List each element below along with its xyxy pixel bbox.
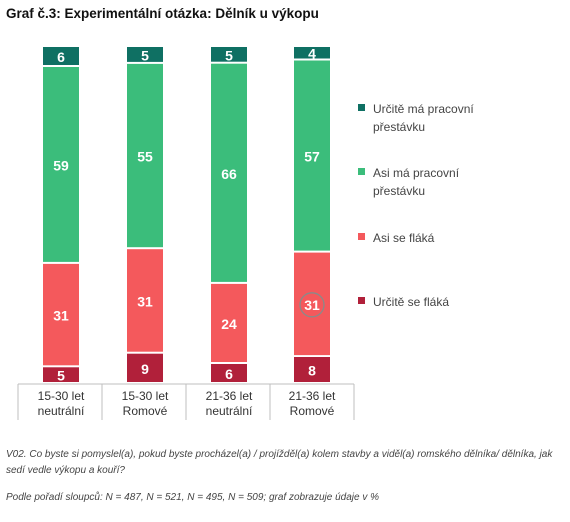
footnote-question: V02. Co byste si pomyslel(a), pokud byst… <box>6 449 553 476</box>
data-label: 9 <box>141 361 149 377</box>
bar-segment <box>127 47 163 62</box>
data-label: 57 <box>304 149 320 165</box>
data-label: 55 <box>137 149 153 165</box>
bar-segment <box>43 47 79 65</box>
legend-label: Asi se fláká <box>373 231 435 245</box>
category-label: neutrální <box>38 404 85 418</box>
data-label: 6 <box>57 49 65 65</box>
bar-segment <box>43 263 79 366</box>
legend-swatch <box>358 297 365 304</box>
data-label: 5 <box>141 47 149 63</box>
category-label: Romové <box>123 404 168 418</box>
bar-segment <box>211 47 247 62</box>
legend-label: Určitě má pracovní přestávku <box>373 102 474 134</box>
legend-swatch <box>358 233 365 240</box>
data-label: 4 <box>308 46 316 62</box>
data-label: 6 <box>225 366 233 382</box>
data-label: 31 <box>53 308 69 324</box>
category-label: neutrální <box>206 404 253 418</box>
legend-swatch <box>358 104 365 111</box>
bar-segment <box>211 364 247 382</box>
bar-segment <box>43 67 79 262</box>
bar-segment <box>294 357 330 382</box>
bar-segment <box>127 353 163 382</box>
bar-segment <box>127 249 163 352</box>
highlight-circle <box>299 292 325 318</box>
data-label: 5 <box>57 368 65 384</box>
legend-label: Asi má pracovní přestávku <box>373 166 460 198</box>
data-label: 5 <box>225 47 233 63</box>
category-label: 21-36 let <box>289 389 336 403</box>
bar-segment <box>294 60 330 251</box>
data-label: 31 <box>304 297 320 313</box>
bar-segment <box>211 63 247 282</box>
bar-segment <box>294 47 330 59</box>
legend-swatch <box>358 168 365 175</box>
footnote-sample-size: Podle pořadí sloupců: N = 487, N = 521, … <box>6 492 380 503</box>
category-label: 15-30 let <box>122 389 169 403</box>
data-label: 8 <box>308 363 316 379</box>
data-label: 24 <box>221 316 237 332</box>
bar-segment <box>43 367 79 382</box>
bar-segment <box>127 63 163 248</box>
chart-title: Graf č.3: Experimentální otázka: Dělník … <box>6 6 319 21</box>
data-label: 66 <box>221 166 237 182</box>
legend-label: Určitě se fláká <box>373 295 450 309</box>
category-label: 21-36 let <box>206 389 253 403</box>
data-label: 31 <box>137 293 153 309</box>
bar-segment <box>211 283 247 362</box>
category-label: 15-30 let <box>38 389 85 403</box>
category-label: Romové <box>290 404 335 418</box>
data-label: 59 <box>53 158 69 174</box>
